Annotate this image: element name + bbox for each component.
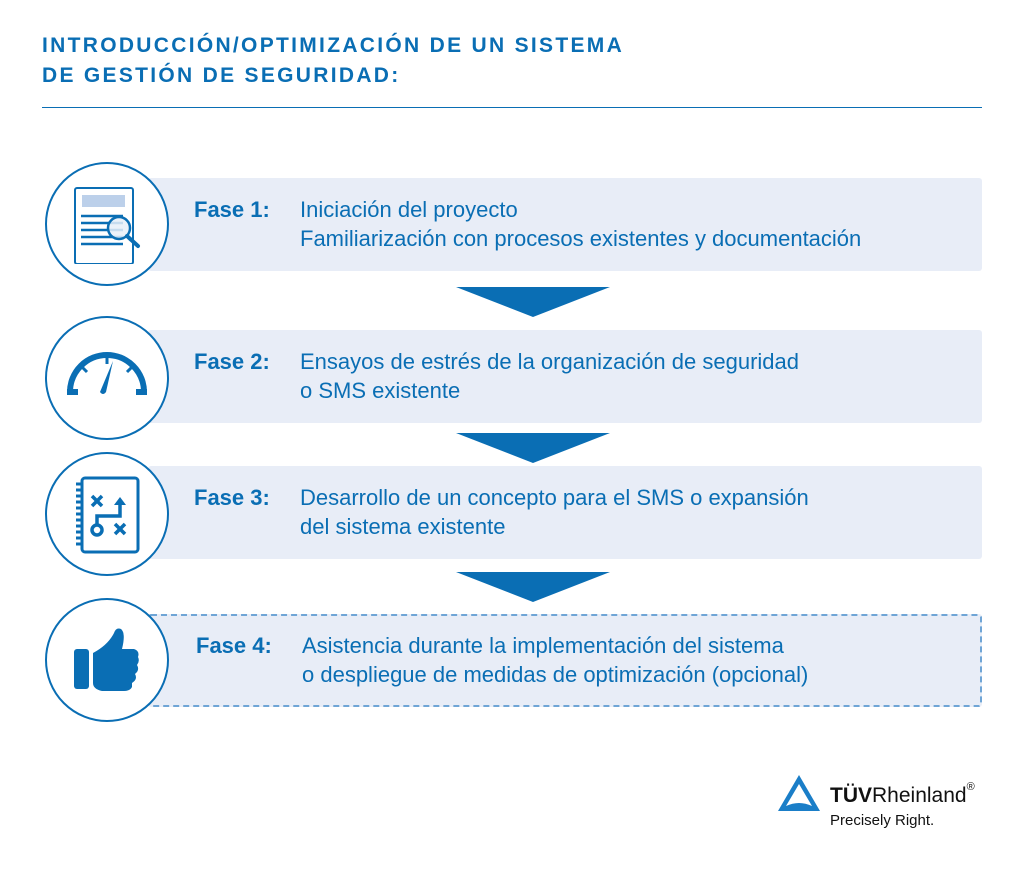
phase-3-box: Fase 3: Desarrollo de un concepto para e… xyxy=(148,466,982,559)
page-title: INTRODUCCIÓN/OPTIMIZACIÓN DE UN SISTEMA … xyxy=(42,31,624,91)
phase-4-box-optional: Fase 4: Asistencia durante la implementa… xyxy=(148,614,982,707)
speedometer-icon xyxy=(45,316,169,440)
title-line-2: DE GESTIÓN DE SEGURIDAD: xyxy=(42,64,401,87)
phase-description: Asistencia durante la implementación del… xyxy=(302,633,809,687)
phase-label: Fase 2: xyxy=(194,349,270,374)
divider xyxy=(42,107,982,108)
thumbs-up-icon xyxy=(45,598,169,722)
document-magnifier-icon xyxy=(45,162,169,286)
phase-label: Fase 4: xyxy=(196,633,272,658)
phase-description: Ensayos de estrés de la organización de … xyxy=(300,349,799,403)
phase-description: Desarrollo de un concepto para el SMS o … xyxy=(300,485,809,539)
down-arrow xyxy=(456,287,610,317)
phase-label: Fase 1: xyxy=(194,197,270,222)
down-arrow xyxy=(456,572,610,602)
phase-label: Fase 3: xyxy=(194,485,270,510)
brand-name: TÜVRheinland® xyxy=(830,781,975,807)
phase-2-box: Fase 2: Ensayos de estrés de la organiza… xyxy=(148,330,982,423)
brand-tagline: Precisely Right. xyxy=(830,812,935,829)
tuv-rheinland-logo-icon xyxy=(778,775,820,811)
phase-1-box: Fase 1: Iniciación del proyecto Familiari… xyxy=(148,178,982,271)
phase-description: Iniciación del proyecto Familiarización c… xyxy=(300,197,862,251)
strategy-notebook-icon xyxy=(45,452,169,576)
down-arrow xyxy=(456,433,610,463)
title-line-1: INTRODUCCIÓN/OPTIMIZACIÓN DE UN SISTEMA xyxy=(42,34,625,57)
